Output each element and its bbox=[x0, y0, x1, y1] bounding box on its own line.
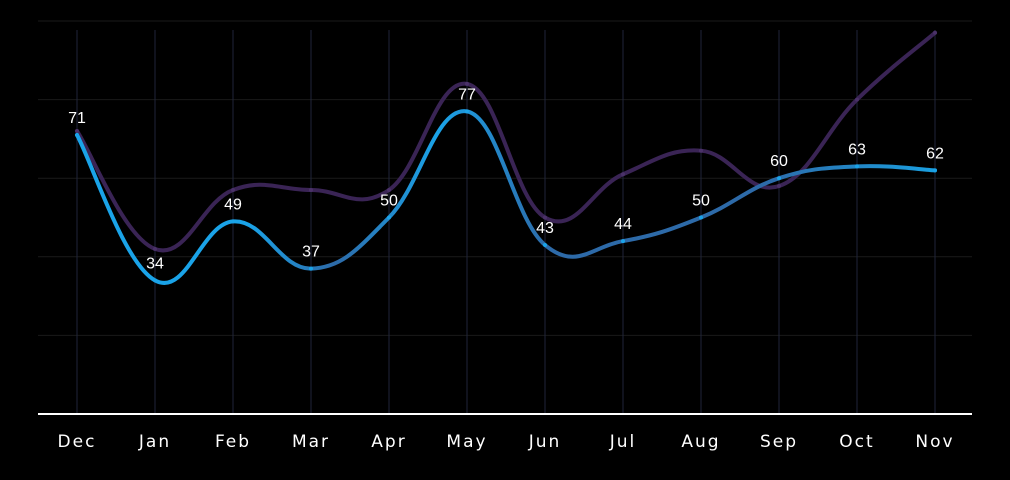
secondary-point-jun bbox=[543, 215, 547, 220]
series-line-primary bbox=[75, 109, 937, 285]
primary-point-may bbox=[465, 109, 469, 114]
data-label-may: 77 bbox=[458, 86, 476, 103]
x-tick-oct: Oct bbox=[839, 432, 874, 452]
primary-point-jan bbox=[153, 278, 157, 283]
primary-point-sep bbox=[777, 176, 781, 181]
data-labels: 71 34 49 37 50 77 43 44 50 60 63 62 bbox=[68, 86, 944, 272]
x-tick-apr: Apr bbox=[371, 432, 406, 452]
secondary-point-nov bbox=[933, 30, 937, 35]
data-label-feb: 49 bbox=[224, 196, 242, 213]
primary-point-feb bbox=[231, 219, 235, 224]
data-label-jul: 44 bbox=[614, 216, 632, 233]
secondary-point-jul bbox=[621, 172, 625, 177]
secondary-point-dec bbox=[75, 129, 79, 134]
primary-point-apr bbox=[387, 215, 391, 220]
primary-point-jul bbox=[621, 239, 625, 244]
x-tick-sep: Sep bbox=[760, 432, 798, 452]
primary-point-nov bbox=[933, 168, 937, 173]
data-label-jan: 34 bbox=[146, 255, 164, 272]
data-label-nov: 62 bbox=[926, 145, 944, 162]
primary-point-dec bbox=[75, 132, 79, 137]
secondary-point-apr bbox=[387, 187, 391, 192]
x-tick-dec: Dec bbox=[58, 432, 97, 452]
primary-point-aug bbox=[699, 215, 703, 220]
drop-lines bbox=[76, 30, 936, 414]
data-label-apr: 50 bbox=[380, 193, 398, 210]
primary-point-jun bbox=[543, 243, 547, 248]
x-tick-mar: Mar bbox=[292, 432, 330, 452]
x-tick-jan: Jan bbox=[138, 432, 171, 452]
data-label-oct: 63 bbox=[848, 141, 866, 158]
data-label-jun: 43 bbox=[536, 220, 554, 237]
x-tick-aug: Aug bbox=[681, 432, 720, 452]
data-label-dec: 71 bbox=[68, 110, 86, 127]
gridlines bbox=[38, 20, 972, 336]
x-tick-jun: Jun bbox=[528, 432, 562, 452]
series-lines bbox=[75, 30, 937, 285]
secondary-point-aug bbox=[699, 148, 703, 153]
secondary-point-jan bbox=[153, 246, 157, 251]
data-label-aug: 50 bbox=[692, 193, 710, 210]
x-tick-nov: Nov bbox=[915, 432, 954, 452]
secondary-point-may bbox=[465, 81, 469, 86]
primary-point-mar bbox=[309, 266, 313, 271]
x-tick-feb: Feb bbox=[215, 432, 251, 452]
series-line-secondary bbox=[75, 30, 937, 253]
secondary-point-oct bbox=[855, 97, 859, 102]
secondary-point-sep bbox=[777, 184, 781, 189]
data-label-mar: 37 bbox=[302, 244, 320, 261]
secondary-point-feb bbox=[231, 187, 235, 192]
primary-point-oct bbox=[855, 164, 859, 169]
x-tick-may: May bbox=[446, 432, 487, 452]
data-label-sep: 60 bbox=[770, 153, 788, 170]
x-tick-labels: Dec Jan Feb Mar Apr May Jun Jul Aug Sep Oct Nov bbox=[58, 432, 954, 452]
secondary-point-mar bbox=[309, 187, 313, 192]
x-tick-jul: Jul bbox=[609, 432, 637, 452]
